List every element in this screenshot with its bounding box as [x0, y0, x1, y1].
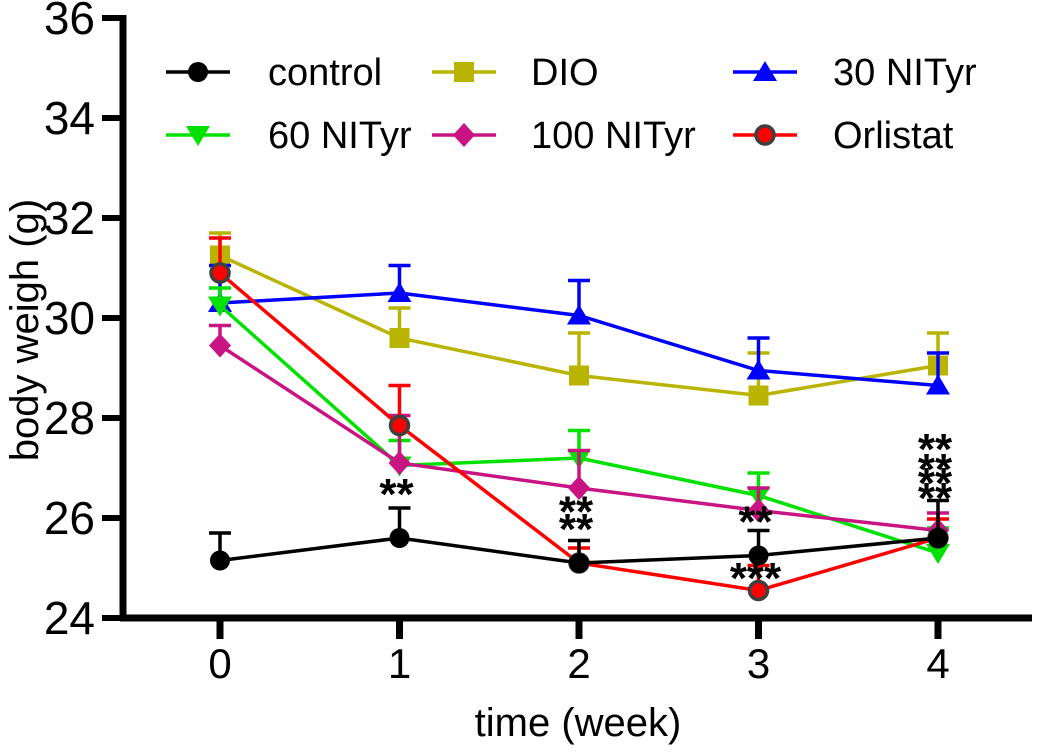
dio-point-week-1 — [389, 328, 410, 348]
legend-marker — [754, 124, 776, 146]
60-nityr-point-week-0 — [208, 296, 232, 317]
x-tick-label: 1 — [388, 640, 411, 687]
y-tick-label: 28 — [44, 392, 95, 444]
legend-item-control: control — [166, 52, 382, 94]
control-point-week-4 — [928, 528, 948, 548]
significance-stars: ** — [918, 474, 953, 523]
legend-marker — [454, 62, 474, 82]
y-tick-label: 36 — [44, 0, 95, 44]
100-nityr-point-week-1 — [388, 451, 411, 475]
legend-marker — [186, 126, 210, 146]
legend-item-100-nityr: 100 NITyr — [432, 115, 696, 157]
legend-label: control — [268, 52, 382, 94]
control-point-week-0 — [210, 550, 230, 571]
30-nityr-point-week-1 — [387, 282, 412, 302]
orlistat-point-week-1 — [388, 414, 411, 437]
legend-label: 100 NITyr — [531, 115, 696, 157]
control-point-week-3 — [748, 545, 769, 566]
x-axis-title: time (week) — [475, 701, 682, 745]
x-tick-label: 0 — [208, 640, 231, 687]
100-nityr-point-week-3 — [747, 498, 770, 523]
significance-stars: ** — [559, 488, 594, 537]
orlistat-point-week-3 — [747, 579, 770, 602]
100-nityr-point-week-2 — [568, 476, 590, 500]
series-control — [209, 498, 949, 573]
dio-point-week-2 — [569, 365, 589, 386]
legend-item-dio: DIO — [432, 52, 599, 94]
significance-stars: ** — [918, 459, 953, 508]
significance-stars: ** — [738, 498, 773, 547]
y-tick-label: 30 — [44, 292, 95, 344]
x-tick-label: 4 — [926, 640, 949, 687]
60-nityr-point-week-4 — [926, 544, 950, 564]
significance-stars: ** — [379, 470, 414, 519]
30-nityr-point-week-3 — [746, 359, 771, 380]
significance-stars: *** — [730, 554, 782, 603]
legend-marker — [188, 62, 208, 82]
y-axis-title: body weigh (g) — [3, 199, 47, 461]
x-tick-label: 2 — [567, 640, 590, 687]
control-point-week-2 — [569, 553, 589, 573]
legend-marker — [753, 61, 777, 81]
30-nityr-point-week-4 — [926, 374, 950, 395]
legend-label: DIO — [531, 52, 599, 94]
legend-item-orlistat: Orlistat — [733, 115, 954, 157]
orlistat-point-week-0 — [209, 262, 231, 284]
y-tick-label: 26 — [44, 492, 95, 544]
control-point-week-1 — [389, 528, 410, 548]
legend-marker — [453, 123, 475, 147]
legend-label: Orlistat — [833, 115, 954, 157]
legend-label: 30 NITyr — [833, 52, 977, 94]
significance-stars: ** — [559, 505, 594, 554]
series-dio — [209, 231, 949, 406]
100-nityr-point-week-0 — [209, 333, 231, 358]
y-tick-label: 24 — [44, 592, 95, 644]
30-nityr-point-week-2 — [567, 304, 591, 325]
legend-item-60-nityr: 60 NITyr — [166, 115, 412, 157]
significance-stars: ** — [918, 425, 953, 474]
series-30-nityr — [208, 263, 950, 395]
x-tick-label: 3 — [747, 640, 770, 687]
dio-point-week-3 — [748, 385, 769, 406]
legend-label: 60 NITyr — [268, 115, 412, 157]
significance-stars: ** — [918, 445, 953, 494]
y-tick-label: 32 — [44, 192, 95, 244]
y-tick-label: 34 — [44, 92, 95, 144]
legend-item-30-nityr: 30 NITyr — [733, 52, 977, 94]
